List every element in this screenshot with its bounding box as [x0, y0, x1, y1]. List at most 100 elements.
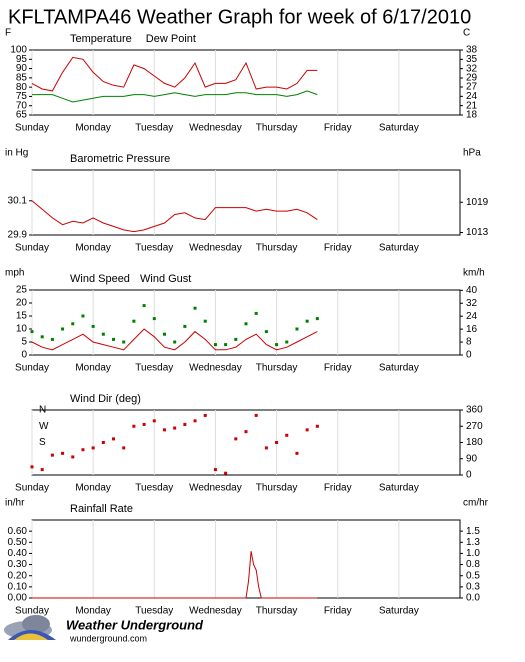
y2-axis-label: km/h — [463, 268, 485, 279]
y-axis-label: F — [5, 28, 11, 39]
x-tick-label: Sunday — [15, 363, 49, 374]
y-tick-label: 0 — [21, 350, 27, 361]
point — [285, 433, 289, 437]
x-tick-label: Tuesday — [135, 123, 173, 134]
x-tick-label: Saturday — [379, 243, 419, 254]
point — [183, 422, 187, 426]
point — [183, 324, 187, 328]
point — [132, 424, 136, 428]
point — [162, 332, 166, 336]
y-tick-label: 25 — [16, 285, 28, 296]
point — [91, 324, 95, 328]
y2-tick-label: 16 — [466, 324, 478, 335]
x-tick-label: Saturday — [379, 123, 419, 134]
y-tick-label: 0.20 — [8, 570, 28, 581]
y-tick-label: 10 — [16, 324, 28, 335]
point — [285, 340, 289, 344]
y-tick-label: 90 — [16, 63, 28, 74]
y2-tick-label: 29 — [466, 73, 478, 84]
point — [40, 335, 44, 339]
y2-tick-label: 0 — [466, 350, 472, 361]
x-tick-label: Friday — [324, 243, 352, 254]
y-tick-label: 0.30 — [8, 559, 28, 570]
point — [315, 424, 319, 428]
y2-tick-label: 35 — [466, 54, 478, 65]
point — [81, 314, 85, 318]
point — [213, 468, 217, 472]
y2-tick-label: 1013 — [466, 227, 489, 238]
x-tick-label: Tuesday — [135, 483, 173, 494]
y-tick-label: 15 — [16, 311, 28, 322]
x-tick-label: Sunday — [15, 606, 49, 617]
y-tick-label: 0.00 — [8, 593, 28, 604]
y-tick-label: 29.9 — [8, 230, 28, 241]
brand: Weather Underground — [66, 617, 204, 632]
y2-tick-label: 0.8 — [466, 559, 480, 570]
x-tick-label: Monday — [75, 483, 111, 494]
point — [30, 465, 34, 469]
y-tick-label: 95 — [16, 54, 28, 65]
point — [152, 419, 156, 423]
point — [234, 437, 238, 441]
y2-tick-label: 1019 — [466, 197, 489, 208]
logo — [4, 615, 56, 640]
panel-title: Rainfall Rate — [70, 503, 133, 515]
y2-tick-label: 40 — [466, 285, 478, 296]
y-tick-label: 85 — [16, 72, 28, 83]
point — [295, 327, 299, 331]
point — [132, 319, 136, 323]
x-tick-label: Monday — [75, 606, 111, 617]
y2-tick-label: 360 — [466, 405, 483, 416]
y2-tick-label: 32 — [466, 298, 478, 309]
point — [275, 343, 279, 347]
legend-entry: Temperature — [70, 33, 132, 45]
point — [50, 453, 54, 457]
legend-entry: Wind Speed — [70, 273, 130, 285]
x-tick-label: Thursday — [256, 483, 298, 494]
x-tick-label: Thursday — [256, 123, 298, 134]
series-line — [31, 200, 318, 233]
series-line — [32, 90, 318, 103]
y2-tick-label: 0.0 — [466, 593, 480, 604]
point — [213, 343, 217, 347]
point — [152, 317, 156, 321]
point — [224, 343, 228, 347]
y2-tick-label: 8 — [466, 337, 472, 348]
point — [224, 471, 228, 475]
y2-axis-label: hPa — [463, 148, 481, 159]
y2-axis-label: C — [463, 28, 470, 39]
x-tick-label: Friday — [324, 363, 352, 374]
x-tick-label: Wednesday — [189, 123, 242, 134]
point — [50, 337, 54, 341]
x-tick-label: Thursday — [256, 363, 298, 374]
y-tick-label: 75 — [16, 91, 28, 102]
point — [162, 428, 166, 432]
point — [193, 419, 197, 423]
y2-tick-label: 90 — [466, 453, 478, 464]
compass-label: W — [39, 421, 49, 432]
x-tick-label: Saturday — [379, 363, 419, 374]
y2-axis-label: cm/hr — [463, 498, 489, 509]
plot-frame — [31, 409, 461, 476]
plot-frame — [31, 519, 461, 599]
x-tick-label: Monday — [75, 123, 111, 134]
x-tick-label: Thursday — [256, 606, 298, 617]
y2-tick-label: 27 — [466, 82, 478, 93]
y2-tick-label: 1.0 — [466, 548, 480, 559]
point — [91, 446, 95, 450]
x-tick-label: Monday — [75, 243, 111, 254]
point — [142, 304, 146, 308]
y-axis-label: in Hg — [5, 148, 28, 159]
y-axis-label: mph — [5, 268, 24, 279]
y2-tick-label: 1.3 — [466, 537, 480, 548]
compass-label: N — [39, 405, 46, 416]
x-tick-label: Tuesday — [135, 606, 173, 617]
y2-tick-label: 0 — [466, 470, 472, 481]
x-tick-label: Friday — [324, 123, 352, 134]
y2-tick-label: 32 — [466, 63, 478, 74]
point — [254, 413, 258, 417]
legend-entry: Wind Gust — [140, 273, 191, 285]
y-tick-label: 0.40 — [8, 548, 28, 559]
y2-tick-label: 21 — [466, 100, 478, 111]
series-line — [31, 56, 318, 92]
